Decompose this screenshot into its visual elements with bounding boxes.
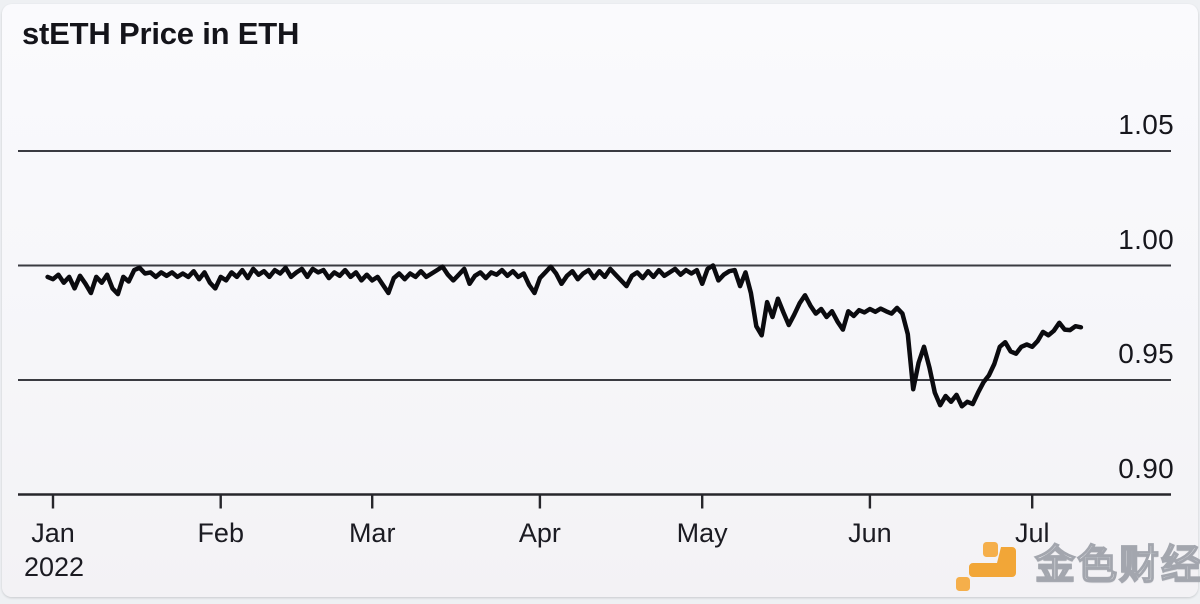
watermark: 金色财经 <box>953 539 1200 597</box>
y-tick-label-0.90: 0.90 <box>1118 452 1174 484</box>
x-tick-label-apr: Apr <box>518 518 561 548</box>
y-tick-label-0.95: 0.95 <box>1118 338 1174 369</box>
x-tick-label-jul: Jul <box>1014 518 1050 548</box>
x-tick-label-mar: Mar <box>348 518 396 548</box>
x-tick-label-feb: Feb <box>197 518 244 548</box>
price-line <box>45 263 1084 409</box>
x-axis-year-label: 2022 <box>23 552 85 582</box>
x-tick-label-jun: Jun <box>848 518 892 548</box>
x-tick-label-jan: Jan <box>31 518 75 548</box>
chart-panel <box>2 4 1198 597</box>
y-tick-label-1.05: 1.05 <box>1118 109 1174 140</box>
chart-title: stETH Price in ETH <box>22 16 300 51</box>
x-tick-label-may: May <box>676 518 728 548</box>
y-tick-label-1.00: 1.00 <box>1118 223 1174 255</box>
watermark-text: 金色财经 <box>1034 542 1200 588</box>
jinse-logo-icon <box>956 542 1016 591</box>
